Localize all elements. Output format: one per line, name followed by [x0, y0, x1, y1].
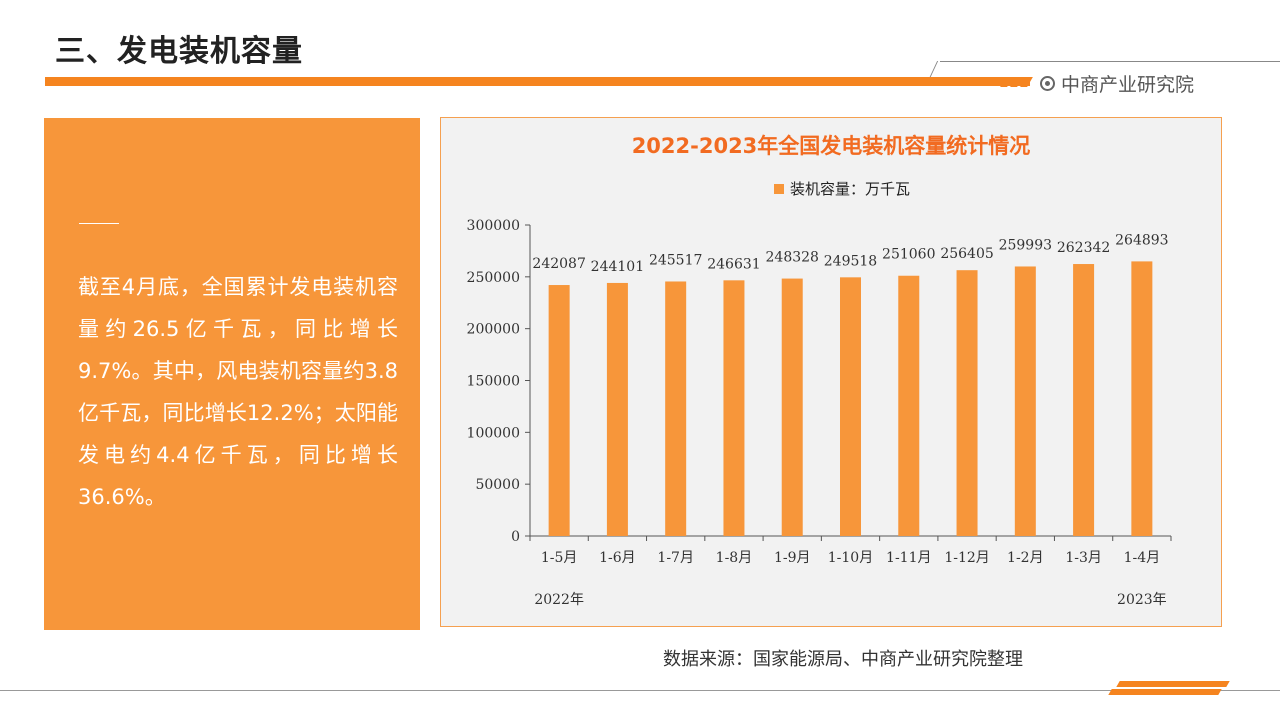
x-tick-label: 1-7月: [657, 550, 694, 566]
bar-value-label: 251060: [882, 247, 935, 263]
bar: [606, 282, 628, 536]
bar-value-label: 248328: [766, 250, 819, 266]
brand: 中商产业研究院: [1040, 70, 1194, 97]
bar-chart: 0 50000 100000 150000 200000 250000 300000 2420…: [467, 218, 1172, 608]
bar-value-label: 246631: [707, 256, 760, 272]
x-tick-label: 1-3月: [1065, 550, 1102, 566]
bar: [723, 280, 745, 536]
page-title: 三、发电装机容量: [55, 34, 303, 69]
chart-title: 2022-2023年全国发电装机容量统计情况: [631, 134, 1031, 158]
x-tick-label: 1-11月: [886, 550, 931, 566]
legend-swatch: [774, 183, 784, 194]
y-tick-label: 300000: [467, 218, 520, 234]
y-tick-label: 50000: [475, 477, 520, 493]
bar: [1073, 264, 1095, 536]
bar-value-label: 242087: [532, 256, 585, 272]
y-tick-label: 250000: [467, 270, 520, 286]
brand-logo-icon: [1040, 76, 1055, 91]
bar-value-label: 262342: [1057, 240, 1110, 256]
summary-text: 截至4月底，全国累计发电装机容量约26.5亿千瓦，同比增长9.7%。其中，风电装…: [78, 275, 398, 509]
footer-line: [0, 690, 1280, 691]
legend-label: 装机容量：万千瓦: [790, 180, 911, 198]
bar: [956, 270, 978, 536]
x-tick-label: 1-4月: [1124, 550, 1161, 566]
bar-value-label: 264893: [1115, 232, 1168, 248]
bar-value-label: 244101: [591, 259, 644, 275]
year-label-start: 2022年: [534, 592, 584, 608]
bar: [781, 278, 803, 536]
y-tick-label: 0: [511, 529, 520, 545]
x-tick-label: 1-9月: [774, 550, 811, 566]
summary-panel: 截至4月底，全国累计发电装机容量约26.5亿千瓦，同比增长9.7%。其中，风电装…: [44, 118, 420, 630]
bar: [548, 285, 570, 536]
bar: [665, 281, 687, 536]
brand-name: 中商产业研究院: [1061, 74, 1195, 96]
summary-divider: [79, 223, 119, 224]
bar: [1131, 261, 1153, 536]
x-tick-label: 1-10月: [828, 550, 873, 566]
chart-panel: 0 50000 100000 150000 200000 250000 300000 2420…: [440, 117, 1222, 627]
header-divider-line: [940, 61, 1280, 62]
bar: [840, 277, 861, 536]
bar-value-label: 249518: [824, 253, 877, 269]
x-tick-label: 1-2月: [1007, 550, 1044, 566]
bar: [1014, 266, 1036, 536]
y-tick-label: 200000: [467, 322, 520, 338]
y-tick-label: 100000: [467, 425, 520, 441]
y-tick-label: 150000: [467, 374, 520, 390]
chart-legend: 装机容量：万千瓦: [774, 178, 910, 199]
data-source: 数据来源：国家能源局、中商产业研究院整理: [663, 649, 1023, 670]
year-label-end: 2023年: [1117, 592, 1167, 608]
header-accent-bar: [45, 77, 1030, 86]
bar-value-label: 245517: [649, 252, 702, 268]
x-tick-label: 1-6月: [599, 550, 636, 566]
x-tick-label: 1-5月: [541, 550, 578, 566]
bar-value-label: 259993: [999, 237, 1052, 253]
x-tick-label: 1-12月: [944, 550, 989, 566]
bar: [898, 275, 920, 536]
bar-value-label: 256405: [940, 246, 993, 262]
x-tick-label: 1-8月: [716, 550, 753, 566]
